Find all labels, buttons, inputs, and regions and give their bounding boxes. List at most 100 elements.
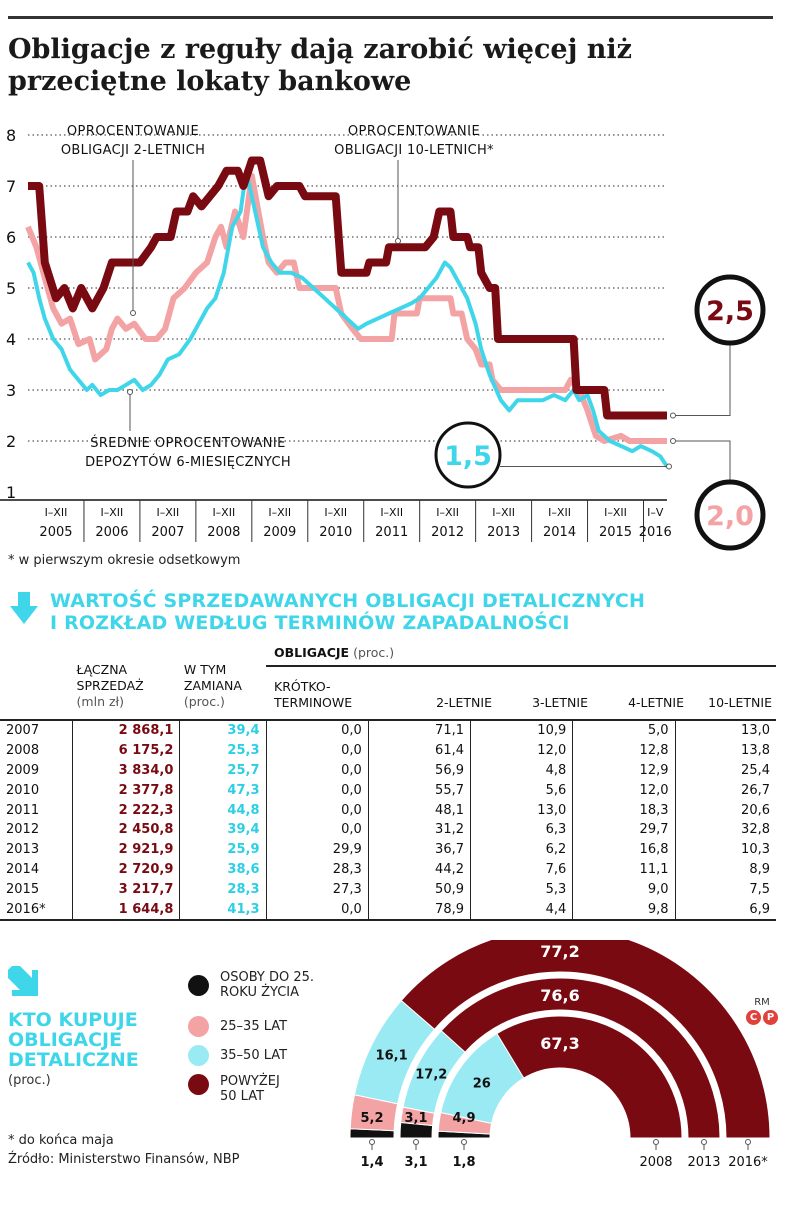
cell-short: 0,0 [266,780,369,801]
x-tick-period: I–XII [436,506,459,519]
cell-2y: 56,9 [368,760,472,781]
col-sales-l1: ŁĄCZNA [76,662,128,677]
col-short-l2: TERMINOWE [274,695,353,710]
leader-end-10y [676,343,731,416]
col-group-unit: (proc.) [353,645,395,660]
cell-4y: 9,0 [572,879,676,900]
x-tick-period: I–XII [324,506,347,519]
x-tick-period: I–XII [492,506,515,519]
cell-10y: 10,3 [741,842,770,858]
label-2y-line1: OPROCENTOWANIE [67,124,199,139]
cell-3y: 10,9 [470,719,574,741]
x-tick-period: I–XII [156,506,179,519]
table-row: 2014 2 720,9 38,6 28,3 44,2 7,6 11,1 8,9 [0,859,776,880]
cell-4y: 12,8 [572,740,676,761]
cell-short: 0,0 [266,800,369,820]
seg-35-50-label: 16,1 [376,1048,408,1063]
cell-sales: 6 175,2 [72,740,181,761]
cell-4y: 16,8 [572,839,676,860]
cell-10y: 32,8 [741,822,770,838]
cell-3y: 13,0 [470,800,574,820]
leader-deposit-dot [127,389,133,395]
x-tick-year: 2014 [543,525,576,540]
x-tick-year: 2008 [207,525,240,540]
seg-under25-label: 1,8 [452,1155,475,1170]
cell-year: 2014 [0,859,74,880]
cell-4y: 12,9 [572,760,676,781]
cell-4y: 29,7 [572,819,676,840]
cell-year: 2016* [0,899,74,921]
col-sales-l2: SPRZEDAŻ [76,678,144,693]
cell-3y: 12,0 [470,740,574,761]
ring-year-dot [701,1139,707,1145]
cell-3y: 6,2 [470,839,574,860]
cell-3y: 6,3 [470,819,574,840]
line-chart: 1 2 3 4 5 6 7 8 I–XII 2005 I–XII 2006 I–XII 2007 I–XI… [0,124,766,551]
cell-3y: 5,6 [470,780,574,801]
x-tick-year: 2006 [95,525,128,540]
cell-swap: 39,4 [179,819,267,840]
page-title: Obligacje z reguły dają zarobić więcej n… [8,34,632,97]
x-tick-period: I–XII [212,506,235,519]
col-group: OBLIGACJE (proc.) KRÓTKO- TERMINOWE 2-LE… [266,645,776,711]
ring-year-label: 2013 [687,1155,720,1170]
cell-swap: 41,3 [179,899,267,921]
cell-10y: 6,9 [675,899,776,921]
leader-end-2y [676,440,731,481]
cell-year: 2010 [0,780,74,801]
credit-initials: RM [754,997,770,1008]
cell-short: 0,0 [266,719,369,741]
legend-dot-35-50 [188,1045,209,1066]
col-short: KRÓTKO- TERMINOWE [266,679,396,711]
bubble-2y [694,479,766,551]
table-row: 2013 2 921,9 25,9 29,9 36,7 6,2 16,8 10,3 [0,839,776,860]
x-tick-period: I–XII [268,506,291,519]
col-sales: ŁĄCZNA SPRZEDAŻ (mln zł) [73,645,180,711]
cell-10y: 26,7 [741,782,770,798]
cell-sales: 3 834,0 [72,760,181,781]
col-sales-unit: (mln zł) [76,694,124,709]
buyers-rings-chart: 67,3 26 4,9 1,8 2008 76,6 17,2 3,1 3,1 2013 77,2 16… [349,940,771,1170]
end-dot-10y [670,412,676,419]
x-tick-year: 2005 [39,525,72,540]
cell-sales: 1 644,8 [72,899,181,921]
source: Źródło: Ministerstwo Finansów, NBP [8,1152,240,1167]
col-swap-unit: (proc.) [183,694,225,709]
cell-short: 0,0 [266,740,369,761]
legend-under25-l2: ROKU ŻYCIA [220,985,300,1000]
ring-year-dot [653,1139,659,1145]
y-tick-label: 6 [6,228,16,247]
col-short-l1: KRÓTKO- [274,679,331,694]
x-tick-period: I–V [647,506,664,519]
series-deposit-line [26,168,669,468]
end-dot-2y [670,438,676,444]
label-deposit-line1: ŚREDNIE OPROCENTOWANIE [90,435,286,451]
cell-year: 2015 [0,879,74,900]
ring-year-label: 2008 [639,1155,672,1170]
cell-short: 0,0 [266,819,369,840]
ring-year-label: 2016* [728,1155,768,1170]
legend-under25-l1: OSOBY DO 25. [220,970,315,985]
cell-2y: 50,9 [368,879,472,900]
y-tick-label: 7 [6,177,16,196]
cell-3y: 7,6 [470,859,574,880]
copyright-icon: C [746,1010,761,1025]
cell-short: 0,0 [266,760,369,781]
cell-swap: 47,3 [179,780,267,801]
y-tick-label: 3 [6,381,16,400]
cell-4y: 9,8 [572,899,676,921]
col-2y: 2-LETNIE [436,695,492,710]
x-tick-year: 2011 [375,525,408,540]
table-row: 2011 2 222,3 44,8 0,0 48,1 13,0 18,3 20,6 [0,800,776,820]
end-dot-deposit [666,463,672,470]
cell-short: 0,0 [266,899,369,921]
y-tick-label: 4 [6,330,16,349]
cell-2y: 44,2 [368,859,472,880]
y-tick-label: 1 [6,483,16,502]
seg-under25-label: 1,4 [360,1155,383,1170]
cell-sales: 3 217,7 [72,879,181,900]
seg-under25-dot [369,1139,375,1145]
cell-3y: 5,3 [470,879,574,900]
legend-over50: POWYŻEJ 50 LAT [220,1074,280,1104]
legend-dot-under25 [188,975,209,996]
